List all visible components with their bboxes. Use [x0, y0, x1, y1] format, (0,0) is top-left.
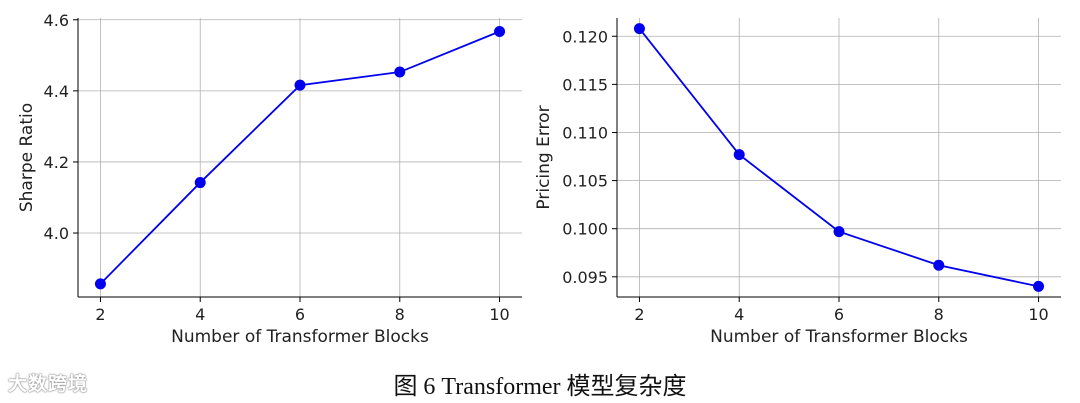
x-tick-label: 10: [1028, 305, 1048, 324]
y-tick-label: 4.0: [44, 224, 69, 243]
x-tick-label: 4: [734, 305, 744, 324]
watermark-logo: 大数跨境: [8, 369, 88, 396]
y-tick-label: 4.4: [44, 82, 69, 101]
data-point: [933, 259, 945, 271]
data-point: [833, 226, 845, 238]
y-tick-label: 0.100: [562, 220, 608, 239]
y-tick-label: 0.105: [562, 172, 608, 191]
y-tick-label: 0.115: [562, 75, 608, 94]
y-tick-label: 0.110: [562, 123, 608, 142]
data-point: [94, 278, 106, 290]
pricing-error-chart: 2 4 6 8 10 0.095 0.100 0.105 0.110 0.115 0.120 Numb…: [534, 18, 1061, 347]
x-tick-label: 10: [489, 305, 509, 324]
x-tick-label: 6: [834, 305, 844, 324]
x-tick-label: 8: [395, 305, 405, 324]
y-tick-label: 4.2: [44, 153, 69, 172]
watermark-text: 大数跨境: [8, 373, 89, 395]
data-point: [494, 26, 506, 38]
x-axis-label: Number of Transformer Blocks: [710, 327, 968, 347]
figure-caption: 图 6 Transformer 模型复杂度: [393, 374, 687, 400]
x-tick-label: 2: [634, 305, 644, 324]
data-point: [294, 79, 306, 91]
y-tick-label: 4.6: [44, 11, 69, 30]
data-point: [633, 23, 645, 35]
x-tick-label: 4: [195, 305, 205, 324]
x-tick-label: 2: [95, 305, 105, 324]
sharpe-ratio-chart: 2 4 6 8 10 4.0 4.2 4.4 4.6 Number of Transformer …: [17, 11, 522, 347]
data-point: [1033, 280, 1045, 292]
y-tick-label: 0.120: [562, 27, 608, 46]
x-tick-label: 6: [295, 305, 305, 324]
x-axis-label: Number of Transformer Blocks: [171, 327, 429, 347]
data-point: [394, 66, 406, 78]
x-tick-label: 8: [934, 305, 944, 324]
figure: 2 4 6 8 10 4.0 4.2 4.4 4.6 Number of Transformer …: [17, 11, 1061, 347]
data-point: [733, 149, 745, 161]
y-axis-label: Pricing Error: [534, 105, 554, 209]
data-point: [194, 177, 206, 189]
y-axis-label: Sharpe Ratio: [17, 103, 37, 212]
y-tick-label: 0.095: [562, 268, 608, 287]
